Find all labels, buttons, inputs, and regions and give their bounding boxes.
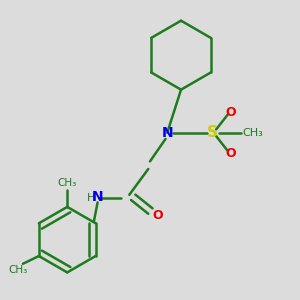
Text: O: O <box>153 209 163 222</box>
Text: S: S <box>207 125 218 140</box>
Text: N: N <box>92 190 103 204</box>
Text: CH₃: CH₃ <box>58 178 77 188</box>
Text: O: O <box>226 147 236 160</box>
Text: N: N <box>161 126 173 140</box>
Text: O: O <box>226 106 236 118</box>
Text: CH₃: CH₃ <box>242 128 263 138</box>
Text: CH₃: CH₃ <box>8 265 27 275</box>
Text: H: H <box>87 193 96 203</box>
